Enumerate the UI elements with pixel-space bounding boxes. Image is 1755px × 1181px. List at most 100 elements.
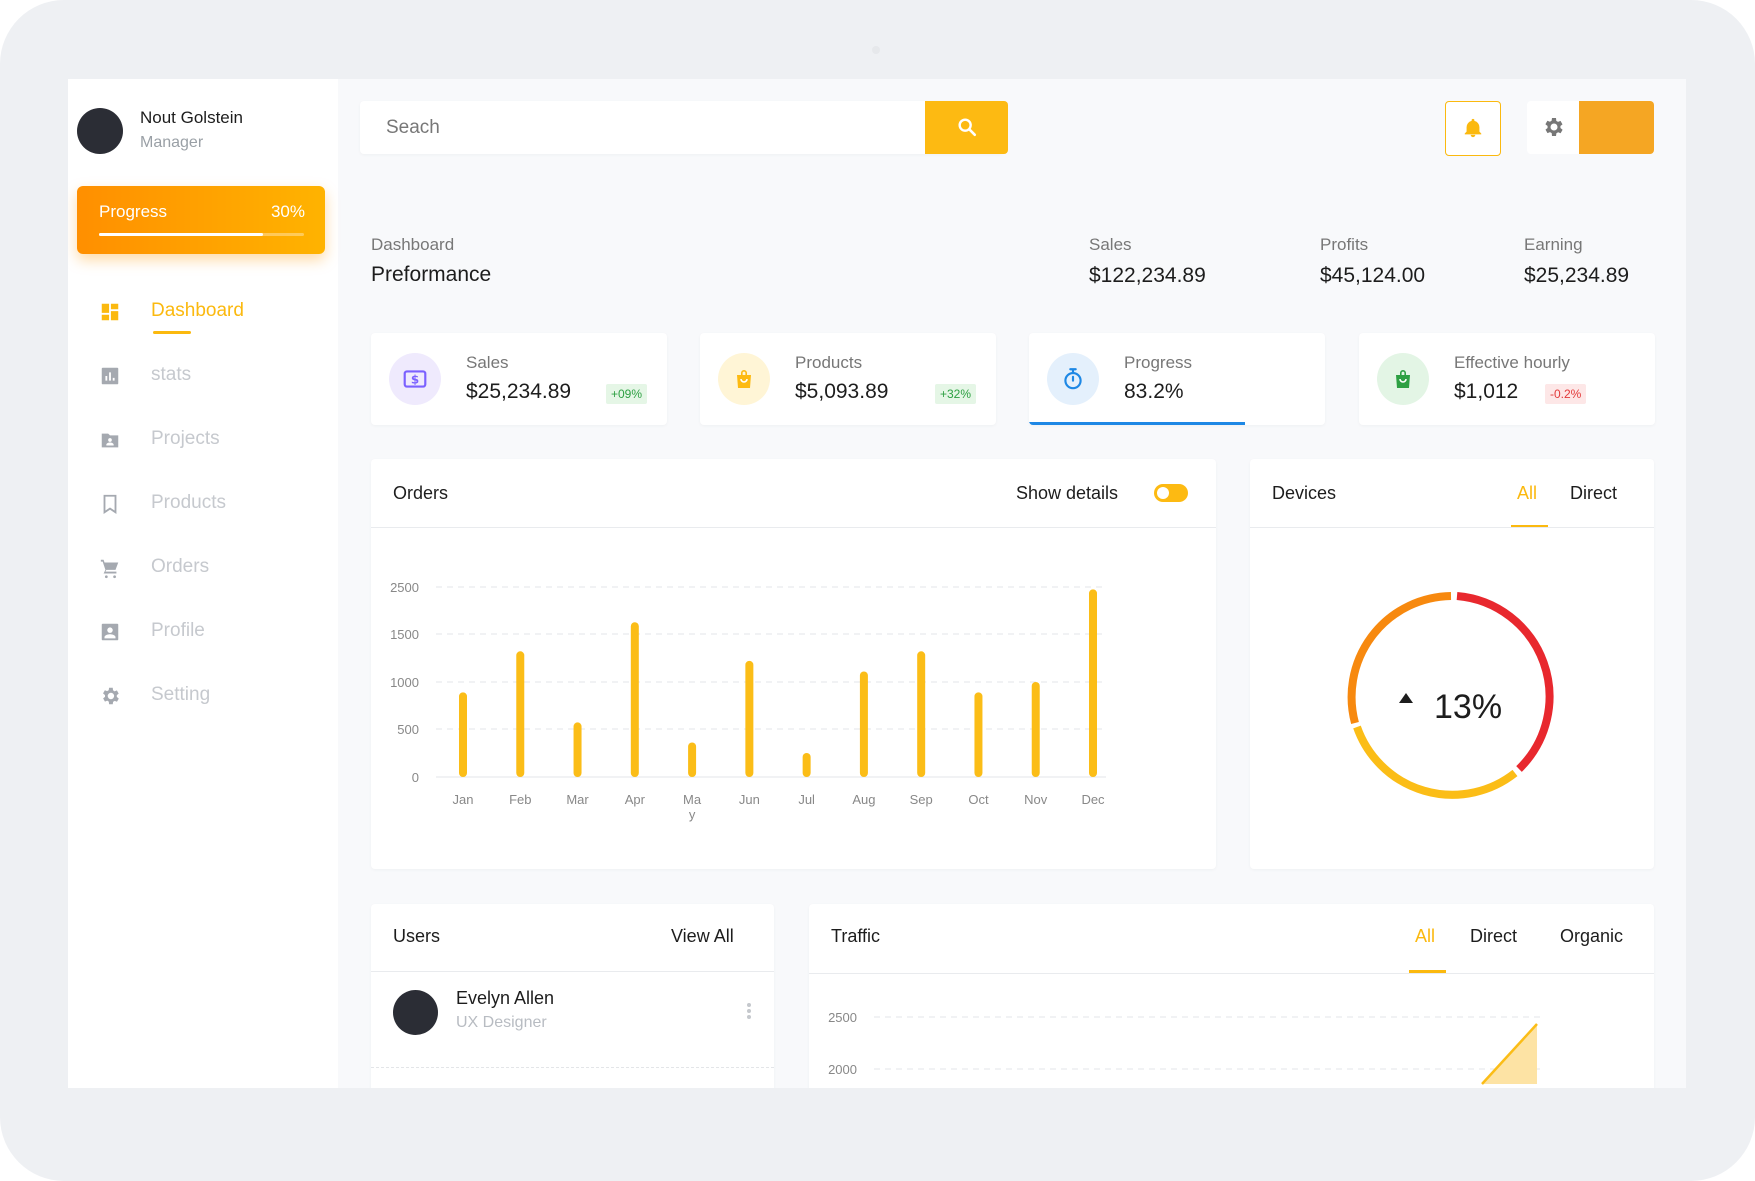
x-tick-label: Apr bbox=[625, 792, 646, 807]
progress-fill bbox=[99, 233, 263, 236]
stat-label: Products bbox=[795, 353, 863, 372]
cart-icon bbox=[100, 559, 119, 579]
stat-label: Sales bbox=[466, 353, 509, 372]
notifications-button[interactable] bbox=[1445, 101, 1501, 156]
more-options-icon[interactable] bbox=[744, 1001, 754, 1023]
sidebar-item-label: Dashboard bbox=[151, 300, 244, 321]
summary-label: Profits bbox=[1320, 235, 1369, 254]
account-button[interactable] bbox=[1579, 101, 1654, 154]
panel-title: Users bbox=[393, 926, 441, 946]
stat-card-effective-hourly[interactable]: Effective hourly $1,012 -0.2% bbox=[1359, 333, 1655, 425]
avatar[interactable] bbox=[77, 108, 123, 154]
summary-label: Sales bbox=[1089, 235, 1132, 254]
panel-title: Orders bbox=[393, 483, 449, 503]
y-tick-label: 2500 bbox=[828, 1010, 857, 1025]
bar[interactable] bbox=[917, 651, 926, 777]
progress-value: 30% bbox=[270, 202, 305, 221]
bar[interactable] bbox=[688, 742, 697, 777]
search-icon bbox=[958, 118, 977, 137]
bar[interactable] bbox=[1031, 682, 1040, 777]
sidebar-item-setting[interactable]: Setting bbox=[68, 673, 338, 717]
y-tick-label: 0 bbox=[412, 770, 419, 785]
x-tick-label: Mar bbox=[566, 792, 589, 807]
active-indicator bbox=[153, 331, 191, 334]
page-title: Preformance bbox=[371, 263, 492, 286]
sidebar-item-label: stats bbox=[151, 364, 192, 385]
summary-sales: Sales $122,234.89 bbox=[1089, 235, 1206, 288]
tab-all[interactable]: All bbox=[1517, 483, 1538, 503]
gear-icon bbox=[103, 687, 119, 705]
tab-direct[interactable]: Direct bbox=[1470, 926, 1518, 946]
stat-value: $5,093.89 bbox=[795, 380, 889, 403]
y-tick-label: 1000 bbox=[390, 675, 419, 690]
panel-divider bbox=[371, 527, 1216, 528]
sidebar-item-label: Orders bbox=[151, 556, 210, 577]
y-tick-label: 500 bbox=[397, 722, 419, 737]
bar[interactable] bbox=[859, 671, 868, 777]
donut-segment-orange bbox=[1347, 592, 1452, 725]
summary-value: $122,234.89 bbox=[1089, 264, 1206, 287]
breadcrumb: Dashboard bbox=[371, 235, 455, 254]
x-tick-label: Oct bbox=[968, 792, 989, 807]
sidebar-item-profile[interactable]: Profile bbox=[68, 609, 338, 653]
stat-icon-circle bbox=[718, 353, 770, 405]
summary-earning: Earning $25,234.89 bbox=[1524, 235, 1629, 288]
y-tick-label: 2000 bbox=[828, 1062, 857, 1077]
sidebar-item-dashboard[interactable]: Dashboard bbox=[68, 289, 338, 334]
show-details-toggle[interactable] bbox=[1154, 484, 1188, 502]
tab-organic[interactable]: Organic bbox=[1560, 926, 1624, 946]
tab-all[interactable]: All bbox=[1415, 926, 1436, 946]
stat-label: Effective hourly bbox=[1454, 353, 1570, 372]
sidebar-item-label: Setting bbox=[151, 684, 211, 705]
user-profile[interactable]: Nout Golstein Manager bbox=[77, 107, 327, 157]
x-tick-label: Nov bbox=[1024, 792, 1048, 807]
traffic-panel: Traffic All Direct Organic 2500 2000 bbox=[809, 904, 1654, 1088]
summary-label: Earning bbox=[1524, 235, 1583, 254]
summary-value: $45,124.00 bbox=[1320, 264, 1426, 287]
settings-button[interactable] bbox=[1527, 101, 1579, 154]
bar[interactable] bbox=[745, 660, 754, 777]
search-input[interactable] bbox=[360, 101, 925, 154]
bar[interactable] bbox=[516, 651, 525, 777]
bar[interactable] bbox=[1089, 589, 1097, 777]
row-divider bbox=[371, 1067, 774, 1068]
summary-value: $25,234.89 bbox=[1524, 264, 1630, 287]
x-tick-label: Feb bbox=[509, 792, 531, 807]
devices-donut-chart bbox=[1347, 592, 1554, 799]
shopping-bag-icon bbox=[1396, 370, 1410, 388]
sidebar-item-orders[interactable]: Orders bbox=[68, 545, 338, 589]
camera-dot bbox=[872, 46, 880, 54]
stat-card-sales[interactable]: $ Sales $25,234.89 +09% bbox=[371, 333, 667, 425]
gear-icon bbox=[1545, 118, 1563, 136]
x-tick-label: Jul bbox=[798, 792, 815, 807]
tab-direct[interactable]: Direct bbox=[1570, 483, 1618, 503]
stat-card-products[interactable]: Products $5,093.89 +32% bbox=[700, 333, 996, 425]
avatar[interactable] bbox=[393, 990, 438, 1035]
search-button[interactable] bbox=[925, 101, 1008, 154]
bar[interactable] bbox=[459, 692, 467, 777]
trend-badge: +32% bbox=[935, 384, 977, 404]
bar[interactable] bbox=[974, 692, 983, 777]
sidebar-item-projects[interactable]: Projects bbox=[68, 417, 338, 461]
stat-value: $25,234.89 bbox=[466, 380, 572, 403]
sidebar-item-stats[interactable]: stats bbox=[68, 353, 338, 397]
panel-divider bbox=[371, 971, 774, 972]
show-details-label: Show details bbox=[1016, 483, 1119, 503]
triangle-up-icon bbox=[1399, 693, 1413, 703]
stat-card-progress[interactable]: Progress 83.2% bbox=[1029, 333, 1325, 425]
bar[interactable] bbox=[802, 753, 811, 777]
stat-value: $1,012 bbox=[1454, 380, 1519, 403]
bar[interactable] bbox=[573, 722, 582, 777]
progress-label: Progress bbox=[99, 202, 168, 221]
bar[interactable] bbox=[630, 622, 639, 777]
devices-panel: Devices All Direct 13% bbox=[1250, 459, 1654, 869]
list-item[interactable]: Evelyn Allen UX Designer bbox=[371, 964, 774, 1054]
stat-icon-circle bbox=[1047, 353, 1099, 405]
dashboard-screen: Nout Golstein Manager Progress 30% Dashb… bbox=[68, 79, 1686, 1088]
users-panel: Users View All Evelyn Allen UX Designer bbox=[371, 904, 774, 1088]
x-tick-label: y bbox=[689, 807, 696, 822]
view-all-link[interactable]: View All bbox=[671, 926, 734, 946]
sidebar-item-products[interactable]: Products bbox=[68, 481, 338, 525]
stat-value: 83.2% bbox=[1124, 380, 1184, 403]
